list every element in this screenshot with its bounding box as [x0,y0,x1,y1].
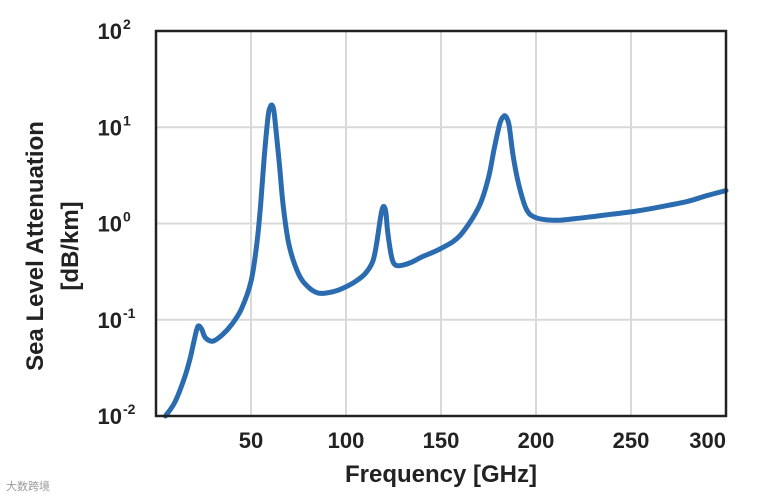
watermark-text: 大数跨境 [6,480,50,493]
y-tick-exponent: -1 [123,305,136,321]
attenuation-line [163,102,729,419]
grid [156,30,727,417]
plot-frame [154,29,728,418]
series-layer [163,102,729,419]
x-tick-label: 100 [328,428,365,453]
x-axis-title: Frequency [GHz] [345,461,537,488]
y-tick-label: 10 [98,404,122,429]
x-tick-label: 250 [613,428,650,453]
x-tick-labels: 50 100 150 200 250 300 [239,428,726,453]
x-tick-label: 300 [689,428,726,453]
y-tick-exponent: 0 [123,209,131,225]
x-tick-label: 150 [423,428,460,453]
y-tick-label: 10 [98,308,122,333]
y-axis-unit: [dB/km] [57,201,84,290]
y-tick-exponent: -2 [123,401,136,417]
y-tick-exponent: 2 [123,16,131,32]
y-tick-label: 10 [98,212,122,237]
x-tick-label: 50 [239,428,263,453]
y-tick-label: 10 [98,115,122,140]
y-axis-title: Sea Level Attenuation [22,121,49,371]
y-tick-exponent: 1 [123,112,131,128]
y-tick-label: 10 [98,19,122,44]
y-axis-title-line2: [dB/km] [57,201,84,290]
y-axis-title-line1: Sea Level Attenuation [22,121,49,371]
x-tick-label: 200 [518,428,555,453]
